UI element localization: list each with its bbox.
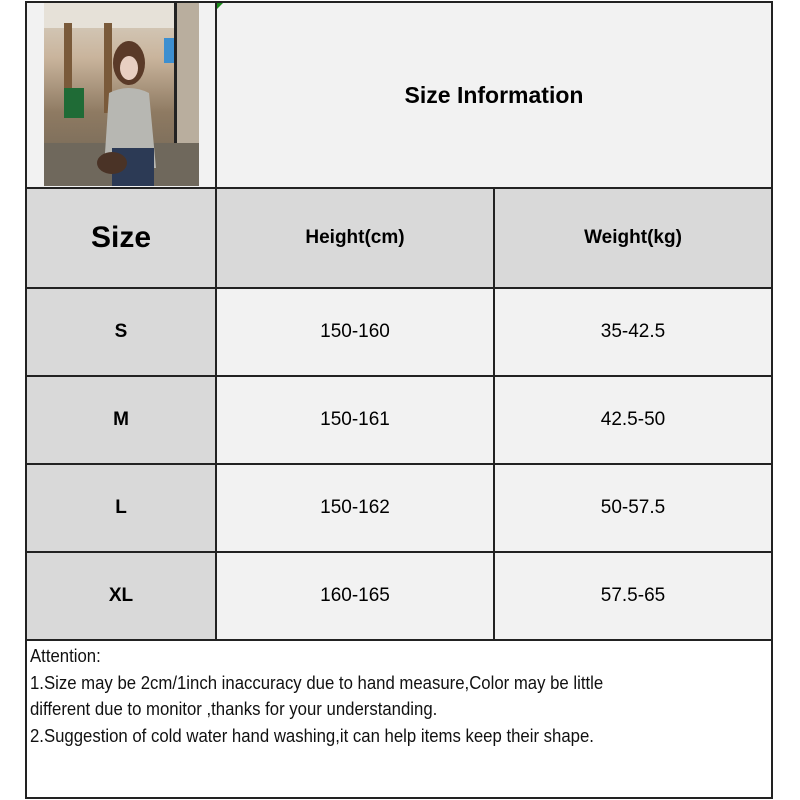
weight-cell: 57.5-65	[494, 552, 772, 640]
size-cell: S	[26, 288, 216, 376]
note-1: 1.Size may be 2cm/1inch inaccuracy due t…	[30, 672, 604, 693]
table-border	[25, 1, 27, 799]
weight-cell: 50-57.5	[494, 464, 772, 552]
header-height: Height(cm)	[216, 188, 494, 288]
header-size: Size	[26, 188, 216, 288]
notes-heading: Attention:	[30, 646, 101, 666]
header-weight: Weight(kg)	[494, 188, 772, 288]
height-cell: 150-162	[216, 464, 494, 552]
size-cell: XL	[26, 552, 216, 640]
size-cell: M	[26, 376, 216, 464]
column-divider	[215, 1, 217, 641]
row-divider	[25, 287, 773, 289]
table-border	[25, 1, 773, 3]
row-divider	[25, 187, 773, 189]
size-cell: L	[26, 464, 216, 552]
row-divider	[25, 551, 773, 553]
height-cell: 160-165	[216, 552, 494, 640]
model-image-icon	[44, 3, 199, 186]
table-border	[771, 1, 773, 799]
table-border	[25, 797, 773, 799]
cell-comment-marker-icon	[217, 3, 223, 9]
page-title: Size Information	[216, 2, 772, 188]
row-divider	[25, 375, 773, 377]
note-2: 2.Suggestion of cold water hand washing,…	[30, 725, 594, 746]
column-divider	[493, 188, 495, 641]
weight-cell: 35-42.5	[494, 288, 772, 376]
height-cell: 150-161	[216, 376, 494, 464]
attention-notes: Attention: 1.Size may be 2cm/1inch inacc…	[30, 643, 774, 749]
row-divider	[25, 463, 773, 465]
height-cell: 150-160	[216, 288, 494, 376]
row-divider	[25, 639, 773, 641]
note-1-continued: different due to monitor ,thanks for you…	[30, 699, 438, 719]
weight-cell: 42.5-50	[494, 376, 772, 464]
product-photo	[44, 3, 199, 186]
